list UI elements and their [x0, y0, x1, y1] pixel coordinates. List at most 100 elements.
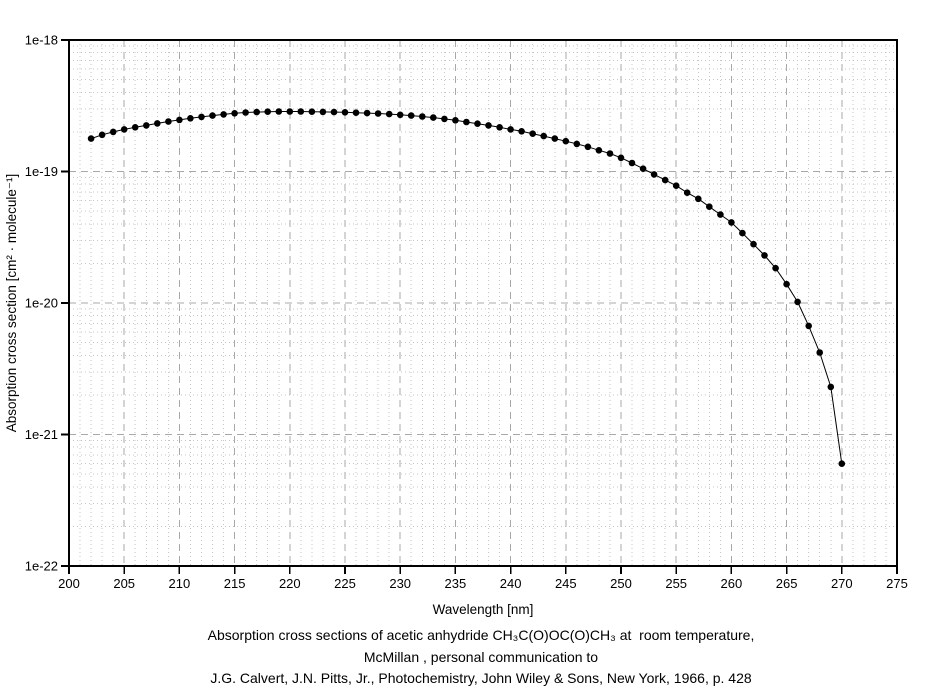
y-tick-label: 1e-19 — [25, 164, 58, 179]
data-point — [816, 349, 823, 356]
x-tick-label: 260 — [721, 576, 743, 591]
x-tick-label: 275 — [886, 576, 908, 591]
x-tick-label: 220 — [279, 576, 301, 591]
x-tick-label: 250 — [610, 576, 632, 591]
grid-layer — [69, 40, 897, 566]
data-point — [209, 112, 216, 119]
data-point — [297, 108, 305, 115]
x-axis-title: Wavelength [nm] — [433, 602, 534, 617]
data-point — [286, 108, 294, 115]
data-point — [485, 122, 492, 129]
data-point — [794, 298, 801, 306]
data-point — [728, 219, 735, 226]
data-point — [518, 128, 525, 135]
x-tick-label: 245 — [555, 576, 577, 591]
data-point — [750, 240, 757, 248]
data-point — [617, 154, 625, 162]
data-point — [242, 109, 249, 116]
data-point — [407, 112, 415, 119]
data-point — [628, 159, 636, 167]
data-point — [573, 140, 581, 148]
x-tick-label: 215 — [224, 576, 246, 591]
data-point — [187, 115, 194, 122]
caption-line-1: Absorption cross sections of acetic anhy… — [207, 627, 755, 643]
data-point — [463, 118, 470, 126]
data-point — [717, 211, 724, 218]
x-tick-label: 265 — [776, 576, 798, 591]
y-tick-label: 1e-18 — [25, 33, 58, 48]
data-point — [496, 124, 503, 131]
x-tick-label: 225 — [334, 576, 356, 591]
data-point — [109, 128, 117, 136]
tick-layer: 200 205 210 215 220 225 230 235 240 245 250 255 260 2… — [25, 33, 908, 592]
data-point — [584, 143, 592, 151]
data-series — [87, 108, 846, 468]
data-point — [253, 108, 260, 116]
data-point — [154, 120, 161, 127]
data-point — [551, 135, 559, 142]
data-point — [120, 126, 128, 133]
data-point — [650, 171, 658, 178]
x-tick-label: 240 — [500, 576, 522, 591]
data-point — [661, 176, 669, 184]
data-point — [198, 113, 205, 121]
x-tick-label: 205 — [113, 576, 135, 591]
data-point — [430, 114, 437, 121]
y-tick-label: 1e-20 — [25, 296, 58, 311]
data-point — [264, 108, 272, 115]
data-point — [672, 182, 680, 189]
data-point — [419, 113, 426, 120]
data-point — [275, 108, 283, 115]
data-point — [695, 195, 702, 203]
data-point — [396, 111, 404, 119]
data-point — [507, 126, 514, 133]
x-tick-label: 200 — [58, 576, 80, 591]
data-point — [683, 189, 691, 196]
data-point — [562, 137, 570, 145]
data-point — [783, 280, 790, 288]
data-point — [441, 115, 448, 123]
data-point — [308, 108, 316, 115]
x-tick-label: 230 — [389, 576, 411, 591]
x-tick-label: 210 — [169, 576, 191, 591]
data-point — [363, 109, 371, 117]
y-axis-title: Absorption cross section [cm² · molecule… — [4, 174, 19, 432]
data-point — [220, 111, 227, 118]
data-point — [595, 147, 603, 154]
data-point — [176, 116, 183, 124]
data-point — [341, 109, 349, 116]
data-point — [529, 130, 536, 137]
data-point — [131, 124, 139, 131]
data-point — [374, 110, 382, 117]
data-point — [639, 165, 647, 172]
y-tick-label: 1e-22 — [25, 559, 58, 574]
data-point — [739, 229, 746, 237]
data-point — [385, 110, 393, 118]
x-tick-label: 270 — [831, 576, 853, 591]
caption-line-3: J.G. Calvert, J.N. Pitts, Jr., Photochem… — [210, 670, 752, 686]
data-point — [761, 252, 768, 259]
x-tick-label: 235 — [445, 576, 467, 591]
data-point — [827, 383, 835, 391]
data-point — [474, 120, 481, 127]
data-point — [87, 135, 95, 142]
data-point — [143, 122, 150, 129]
x-tick-label: 255 — [665, 576, 687, 591]
data-point — [352, 109, 360, 116]
data-point — [706, 203, 713, 210]
caption-line-2: McMillan , personal communication to — [363, 649, 599, 665]
data-point — [540, 132, 547, 140]
data-point — [165, 118, 172, 125]
y-tick-label: 1e-21 — [25, 427, 58, 442]
data-point — [98, 131, 106, 139]
data-point — [838, 460, 846, 468]
data-point — [330, 108, 338, 116]
data-point — [231, 110, 238, 117]
data-point — [452, 117, 459, 124]
data-point — [319, 108, 327, 116]
data-point — [606, 150, 614, 157]
data-point — [772, 264, 779, 272]
data-point — [805, 322, 812, 330]
